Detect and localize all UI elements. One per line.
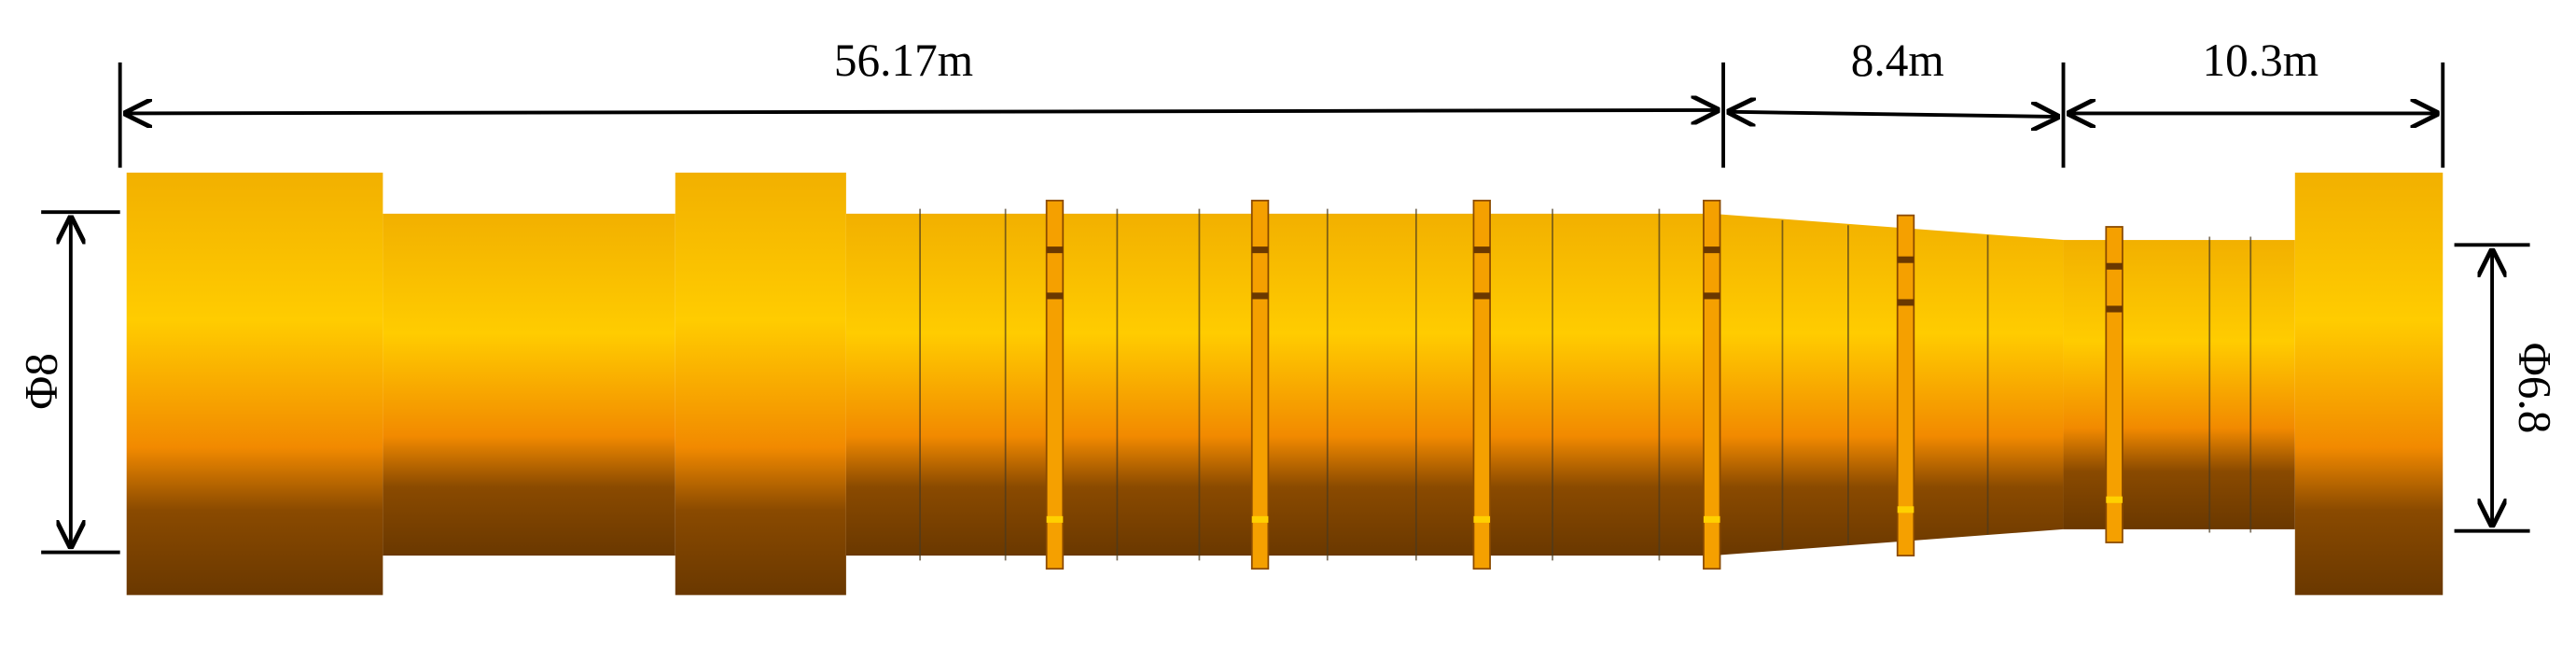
diameter-label: Φ6.8 [2509,343,2560,434]
length-dimensions: 56.17m 8.4m 10.3m [118,35,2445,168]
length-label: 8.4m [1851,35,1944,86]
rings [1045,199,2123,570]
length-label: 10.3m [2203,35,2319,86]
diameter-label: Φ8 [16,353,67,410]
length-label: 56.17m [834,35,973,86]
segment-lines [919,208,2252,561]
tunnel-body [126,172,2444,596]
diameter-dimensions: Φ8 Φ6.8 [16,210,2560,555]
